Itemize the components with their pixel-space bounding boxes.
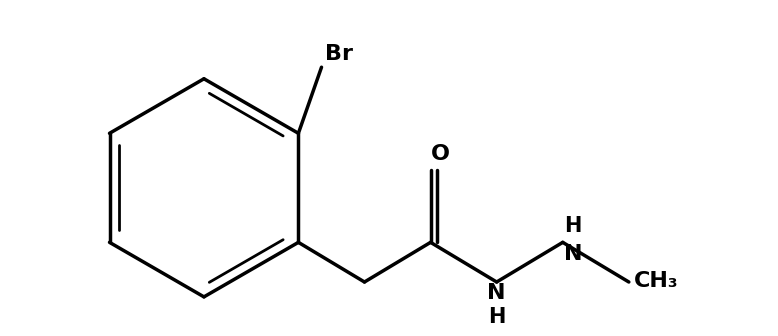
Text: O: O <box>431 144 450 164</box>
Text: N: N <box>487 283 506 303</box>
Text: CH₃: CH₃ <box>634 271 678 291</box>
Text: H: H <box>488 307 506 327</box>
Text: N: N <box>564 244 583 264</box>
Text: Br: Br <box>325 44 353 64</box>
Text: H: H <box>564 216 581 236</box>
